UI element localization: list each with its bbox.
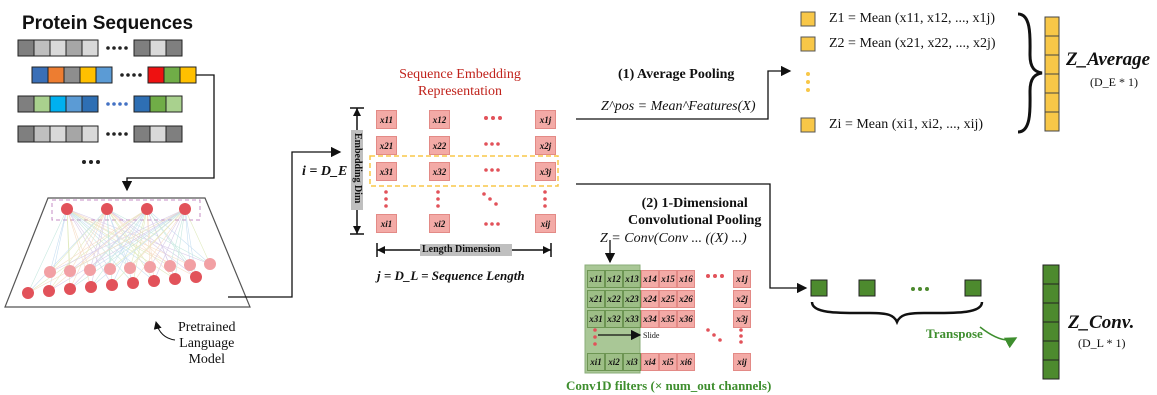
- conv-out-1: [810, 279, 828, 297]
- z-conv-column: [1042, 264, 1060, 380]
- conv1d-filter: [584, 264, 641, 374]
- conv-cell-xij: xij: [733, 353, 751, 371]
- transpose-arrow: [979, 326, 1018, 349]
- cell-x22: x22: [429, 136, 450, 155]
- seq-to-model-arrow: [121, 74, 215, 192]
- embedding-title: Sequence Embedding Representation: [399, 67, 521, 99]
- cell-xij: xij: [535, 214, 556, 233]
- cell-xi2: xi2: [429, 214, 450, 233]
- sequence-row-1: [17, 39, 183, 57]
- model-label: Pretrained Language Model: [178, 320, 236, 367]
- conv-cell-x3j: x3j: [733, 310, 751, 328]
- filters-label: Conv1D filters (× num_out channels): [566, 378, 772, 393]
- conv-cell-xi5: xi5: [659, 353, 677, 371]
- sequence-more-dots: [82, 160, 100, 164]
- page-title: Protein Sequences: [22, 13, 194, 34]
- conv-cell-x32: x32: [605, 310, 623, 328]
- conv-cell-xi2: xi2: [605, 353, 623, 371]
- conv-cell-x35: x35: [659, 310, 677, 328]
- slide-label: Slide: [643, 331, 660, 340]
- sequence-row-2: [31, 66, 197, 84]
- conv-cell-x24: x24: [641, 290, 659, 308]
- conv-cell-x1j: x1j: [733, 270, 751, 288]
- conv-cell-x34: x34: [641, 310, 659, 328]
- language-model-network: [4, 197, 251, 308]
- z1-box: [800, 11, 816, 27]
- conv-cell-x25: x25: [659, 290, 677, 308]
- cell-x2j: x2j: [535, 136, 556, 155]
- cell-x12: x12: [429, 110, 450, 129]
- z-average-column: [1044, 16, 1060, 132]
- zi-box: [800, 117, 816, 133]
- avg-pool-heading: (1) Average Pooling: [618, 67, 735, 82]
- z-average-dim: (D_E * 1): [1090, 75, 1138, 89]
- transpose-label: Transpose: [926, 326, 983, 341]
- conv-cell-x15: x15: [659, 270, 677, 288]
- conv-cell-xi4: xi4: [641, 353, 659, 371]
- zi-formula: Zi = Mean (xi1, xi2, ..., xij): [829, 117, 984, 132]
- cell-x32: x32: [429, 162, 450, 181]
- cell-x1j: x1j: [535, 110, 556, 129]
- avg-pool-formula: Z^pos = Mean^Features(X): [601, 99, 756, 114]
- conv-pool-heading: (2) 1-Dimensional Convolutional Pooling: [628, 196, 762, 228]
- conv-cell-xi3: xi3: [623, 353, 641, 371]
- model-to-embedding-arrow: [228, 146, 342, 298]
- dim-label: Embedding Dim: [352, 133, 363, 204]
- conv-cell-x33: x33: [623, 310, 641, 328]
- conv-cell-x14: x14: [641, 270, 659, 288]
- z-conv-dim: (D_L * 1): [1078, 336, 1126, 350]
- model-label-arrow: [153, 321, 176, 341]
- cell-x21: x21: [376, 136, 397, 155]
- conv-cell-xi6: xi6: [677, 353, 695, 371]
- conv-out-2: [858, 279, 876, 297]
- cell-x3j: x3j: [535, 162, 556, 181]
- conv-pool-formula: Z = Conv(Conv ... ((X) ...): [600, 231, 747, 246]
- z1-formula: Z1 = Mean (x11, x12, ..., x1j): [829, 11, 996, 26]
- conv-cell-x22: x22: [605, 290, 623, 308]
- conv-cell-x26: x26: [677, 290, 695, 308]
- conv-out-n: [964, 279, 982, 297]
- sequence-row-4: [17, 125, 183, 143]
- j-label: j = D_L = Sequence Length: [377, 268, 525, 283]
- cell-x31: x31: [376, 162, 397, 181]
- sequence-row-3: [17, 95, 183, 113]
- z-average-label: Z_Average: [1066, 49, 1151, 70]
- matrix-dots: [384, 116, 547, 226]
- conv-cell-x23: x23: [623, 290, 641, 308]
- conv-cell-x12: x12: [605, 270, 623, 288]
- conv-brace: [810, 301, 984, 326]
- avg-brace: [1017, 12, 1043, 134]
- cell-x11: x11: [376, 110, 397, 129]
- conv-cell-x2j: x2j: [733, 290, 751, 308]
- conv-cell-xi1: xi1: [587, 353, 605, 371]
- length-label: Length Dimension: [422, 244, 501, 255]
- conv-cell-x36: x36: [677, 310, 695, 328]
- i-label: i = D_E: [302, 164, 348, 179]
- avg-pool-arrow: [576, 65, 792, 120]
- z2-box: [800, 36, 816, 52]
- conv-pool-arrow: [576, 183, 808, 294]
- conv-cell-x16: x16: [677, 270, 695, 288]
- conv-cell-x13: x13: [623, 270, 641, 288]
- z2-formula: Z2 = Mean (x21, x22, ..., x2j): [829, 36, 996, 51]
- conv-cell-x11: x11: [587, 270, 605, 288]
- highlight-row: [369, 155, 559, 187]
- cell-xi1: xi1: [376, 214, 397, 233]
- z-conv-label: Z_Conv.: [1068, 312, 1135, 333]
- conv-cell-x31: x31: [587, 310, 605, 328]
- conv-cell-x21: x21: [587, 290, 605, 308]
